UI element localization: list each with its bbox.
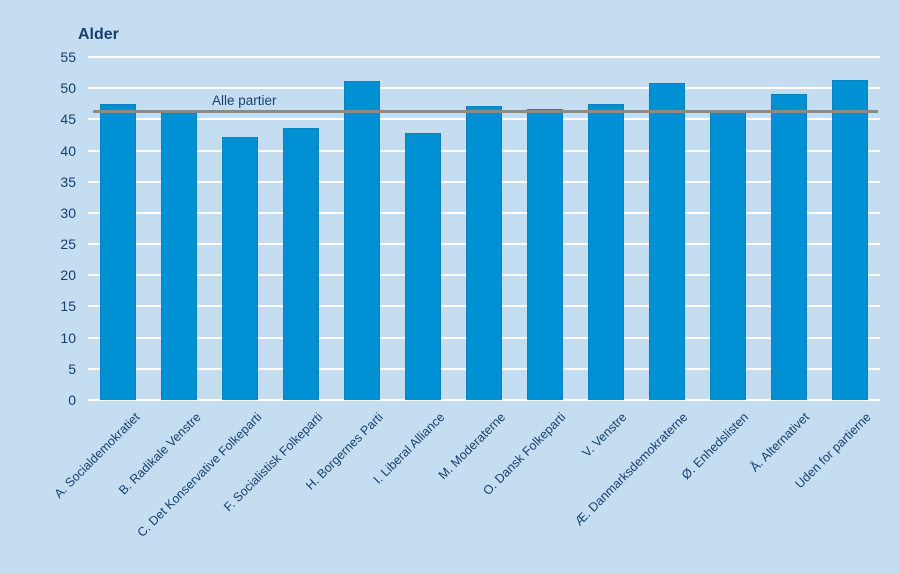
- bar-8: [526, 109, 563, 400]
- all-parties-average-line: [93, 110, 878, 114]
- y-axis-tick-30: 30: [60, 204, 76, 221]
- y-axis-tick-0: 0: [68, 392, 76, 408]
- x-axis-label-3: C. Det Konservative Folkeparti: [134, 410, 265, 540]
- bar-12: [770, 94, 807, 400]
- y-axis-tick-35: 35: [60, 173, 76, 190]
- bar-13: [831, 80, 868, 400]
- x-axis-label-10: Æ. Danmarksdemokraterne: [572, 410, 691, 529]
- bar-1: [100, 103, 137, 400]
- bar-9: [587, 104, 624, 400]
- bar-2: [161, 113, 198, 400]
- gridline-y55: [88, 56, 880, 58]
- gridline-y0: [88, 399, 880, 401]
- bar-5: [344, 81, 381, 400]
- bar-3: [222, 136, 259, 400]
- y-axis-tick-20: 20: [60, 267, 76, 284]
- y-axis-tick-15: 15: [60, 298, 76, 315]
- all-parties-average-label: Alle partier: [212, 93, 277, 109]
- x-axis-label-9: V. Venstre: [579, 410, 630, 460]
- y-axis-tick-5: 5: [68, 360, 76, 377]
- y-axis-tick-45: 45: [60, 111, 76, 128]
- y-axis-tick-40: 40: [60, 142, 76, 159]
- bar-6: [405, 133, 442, 400]
- x-axis-label-4: F. Socialistisk Folkeparti: [220, 410, 326, 515]
- bar-10: [648, 83, 685, 400]
- bar-7: [466, 105, 502, 400]
- y-axis-tick-25: 25: [60, 236, 76, 253]
- x-axis-label-12: Å. Alternativet: [748, 410, 813, 475]
- chart-title: Alder: [78, 26, 119, 43]
- y-axis-tick-10: 10: [60, 329, 76, 346]
- bar-4: [283, 128, 320, 400]
- bar-11: [709, 111, 746, 400]
- gridline-y50: [88, 87, 880, 90]
- y-axis-tick-50: 50: [60, 80, 76, 97]
- y-axis-tick-55: 55: [60, 49, 76, 65]
- x-axis-label-11: Ø. Enhedslisten: [679, 410, 752, 483]
